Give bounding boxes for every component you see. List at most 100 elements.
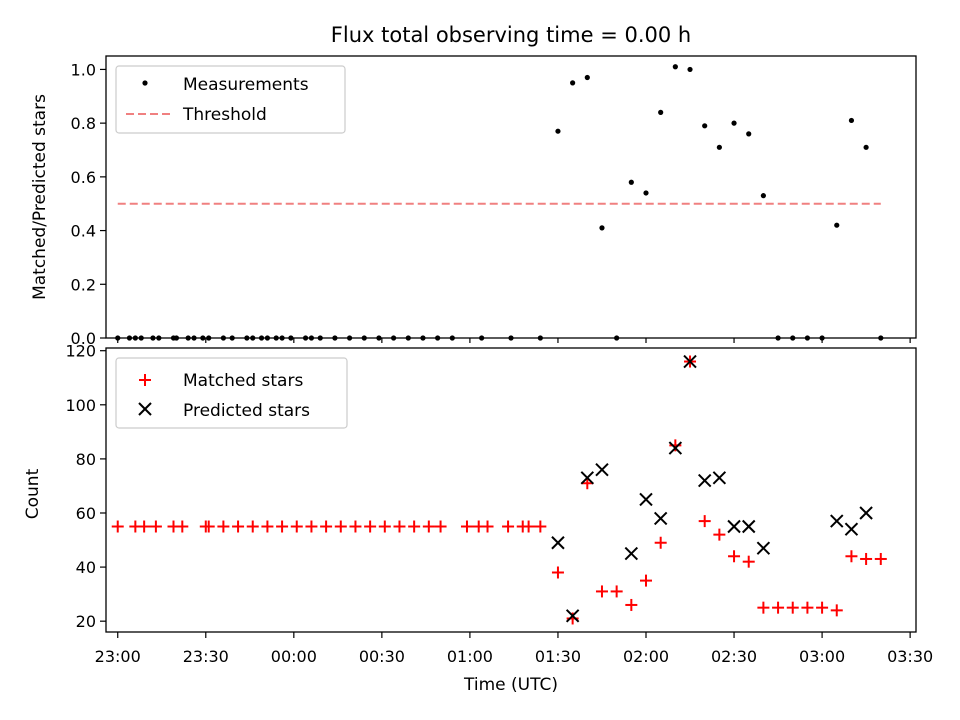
predicted-star-point xyxy=(859,506,873,520)
matched-star-point xyxy=(830,604,843,617)
predicted-star-point xyxy=(668,441,683,455)
predicted-star-point xyxy=(830,514,844,528)
matched-star-point xyxy=(460,520,473,533)
matched-star-point xyxy=(232,520,245,533)
bottom-axes-frame xyxy=(105,347,917,633)
predicted-star-point xyxy=(697,473,712,488)
measurement-point xyxy=(658,109,664,115)
measurement-point xyxy=(599,225,605,231)
matched-star-point xyxy=(713,528,726,541)
predicted-star-point xyxy=(624,546,639,561)
predicted-star-point xyxy=(683,354,697,369)
x-tick-label: 23:30 xyxy=(183,647,229,666)
top-y-ticks: 0.0 0.2 0.4 0.6 0.8 1.0 xyxy=(71,60,106,348)
top-axes-frame xyxy=(105,55,917,339)
measurement-point xyxy=(555,128,561,134)
predicted-star-point xyxy=(727,519,741,534)
top-y-tick-label: 0.4 xyxy=(71,222,96,241)
matched-star-point xyxy=(502,520,515,533)
matched-star-point xyxy=(640,574,652,587)
x-tick-label: 01:30 xyxy=(535,647,581,666)
ratio-chart: Flux total observing time = 0.00 h Match… xyxy=(30,23,917,348)
bottom-y-tick-label: 100 xyxy=(65,396,96,415)
matched-star-point xyxy=(654,536,667,549)
bottom-y-tick-label: 20 xyxy=(76,612,96,631)
matched-star-point xyxy=(349,520,362,533)
matched-star-point xyxy=(261,520,274,533)
top-legend-box xyxy=(115,65,346,134)
top-y-axis-label: Matched/Predicted stars xyxy=(30,94,50,300)
matched-star-point xyxy=(378,520,391,533)
x-tick-label: 23:00 xyxy=(95,647,141,666)
x-axis-label: Time (UTC) xyxy=(463,675,558,695)
matched-star-point xyxy=(246,520,259,533)
measurement-point xyxy=(628,179,634,185)
matched-star-point xyxy=(595,585,608,598)
matched-star-point xyxy=(138,520,151,533)
legend-matched-label: Matched stars xyxy=(183,371,303,391)
bottom-y-ticks: 20 40 60 80 100 120 xyxy=(65,342,106,631)
measurement-point xyxy=(731,120,737,126)
measurement-point xyxy=(834,222,840,228)
matched-star-point xyxy=(534,520,547,533)
bottom-y-tick-label: 60 xyxy=(76,504,96,523)
matched-star-point xyxy=(111,520,124,533)
predicted-star-point xyxy=(595,463,609,477)
chart-title: Flux total observing time = 0.00 h xyxy=(331,23,691,47)
predicted-star-point xyxy=(756,541,771,555)
top-y-tick-label: 0.2 xyxy=(71,275,96,294)
matched-star-point xyxy=(551,566,564,579)
bottom-legend: Matched stars Predicted stars xyxy=(115,357,348,429)
legend-predicted-marker xyxy=(138,402,152,416)
bottom-y-tick-label: 80 xyxy=(76,450,96,469)
matched-star-point xyxy=(217,520,230,533)
bottom-y-tick-label: 40 xyxy=(76,558,96,577)
top-y-tick-label: 0.0 xyxy=(71,329,96,348)
predicted-star-point xyxy=(639,492,653,507)
matched-star-point xyxy=(728,550,741,563)
predicted-star-point xyxy=(742,519,756,534)
matched-star-point xyxy=(522,520,535,533)
x-tick-label: 00:30 xyxy=(359,647,405,666)
matched-star-point xyxy=(625,598,638,611)
bottom-y-tick-label: 120 xyxy=(65,342,96,361)
x-tick-label: 02:00 xyxy=(623,647,669,666)
matched-star-point xyxy=(610,585,623,598)
matched-star-point xyxy=(393,520,406,533)
predicted-star-point xyxy=(844,522,859,536)
predicted-star-point xyxy=(551,536,565,550)
matched-star-point xyxy=(364,520,377,533)
measurement-point xyxy=(702,123,708,129)
matched-star-point xyxy=(786,601,799,614)
x-tick-label: 01:00 xyxy=(447,647,493,666)
matched-star-point xyxy=(742,555,755,568)
matched-star-point xyxy=(481,520,494,533)
x-tick-label: 03:00 xyxy=(799,647,845,666)
matched-star-point xyxy=(320,520,333,533)
x-tick-label: 00:00 xyxy=(271,647,317,666)
measurement-point xyxy=(643,190,649,196)
matched-star-point xyxy=(422,520,435,533)
measurement-point xyxy=(746,131,752,137)
matched-star-point xyxy=(408,520,421,533)
top-y-tick-label: 1.0 xyxy=(71,60,96,79)
measurement-point xyxy=(672,64,678,70)
predicted-star-point xyxy=(712,471,727,485)
measurement-point xyxy=(570,80,576,86)
count-chart: Count Time (UTC) 20 40 60 80 100 120 23:00 23:… xyxy=(23,342,933,695)
measurement-point xyxy=(584,74,590,81)
top-x-ticks xyxy=(117,338,911,343)
matched-star-point xyxy=(334,520,347,533)
matched-star-point xyxy=(757,601,770,614)
legend-measurements-label: Measurements xyxy=(183,75,309,95)
matched-star-point xyxy=(801,601,814,614)
matched-star-point xyxy=(874,552,887,565)
matched-star-point xyxy=(149,520,162,533)
legend-matched-marker xyxy=(139,374,151,386)
matched-star-point xyxy=(290,520,303,533)
bottom-data-marks xyxy=(111,354,887,625)
bottom-y-axis-label: Count xyxy=(23,468,43,519)
top-legend: Measurements Threshold xyxy=(115,65,346,134)
top-data-marks xyxy=(115,64,884,341)
